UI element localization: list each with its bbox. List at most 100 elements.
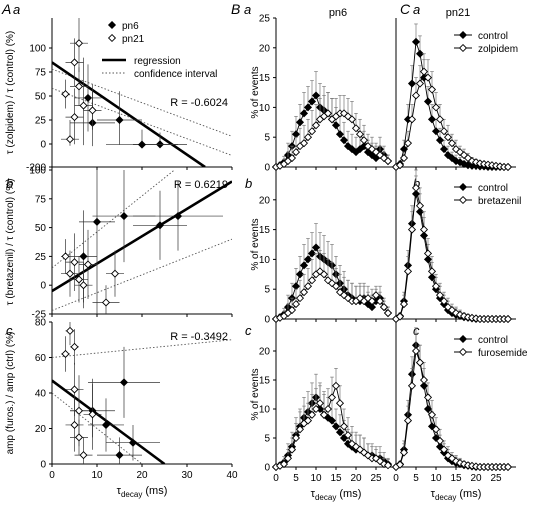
point-Ca-zolpidem-13 — [443, 133, 453, 142]
y-tick-label-Ba-5: 5 — [264, 133, 270, 144]
point-Ba-zolpidem-25 — [371, 148, 381, 157]
x-label-Cc: τdecay (ms) — [431, 488, 482, 502]
point-Cc-furosemide-8 — [423, 393, 433, 402]
point-Bb-bretazenil-7 — [299, 288, 309, 297]
y-tick-label-Aa-0: 0 — [40, 140, 46, 151]
point-Bb-bretazenil-24 — [367, 297, 377, 306]
point-Bb-control-5 — [291, 282, 301, 291]
y-tick-label-Ab-0: 0 — [40, 281, 46, 292]
y-tick-label-Aa-25: 25 — [35, 116, 47, 127]
x-tick-label-Ac-30: 30 — [181, 470, 193, 481]
point-Bc-furosemide-22 — [359, 448, 369, 457]
y-tick-label-Ab-25: 25 — [35, 252, 47, 263]
point-Bb-bretazenil-5 — [291, 300, 301, 309]
x-tick-label-Ac-10: 10 — [91, 470, 103, 481]
point-Bc-control-16 — [335, 428, 345, 437]
point-Cb-bretazenil-7 — [419, 225, 429, 234]
legend-label-Ca-0: control — [478, 31, 508, 42]
point-Aa-pn21-5 — [70, 113, 79, 122]
point-Ac-pn21-7 — [74, 433, 84, 442]
point-Ba-zolpidem-8 — [303, 133, 313, 142]
y-label-Aa: τ (zolpidem) / τ (control) (%) — [5, 31, 16, 154]
point-Ca-control-11 — [435, 136, 445, 145]
x-tick-label-Bc-5: 5 — [293, 473, 299, 484]
point-Bc-furosemide-8 — [303, 416, 313, 425]
point-Ac-pn21-3 — [70, 385, 79, 394]
y-tick-label-Ba-20: 20 — [259, 43, 271, 54]
x-tick-label-Bc-25: 25 — [370, 473, 382, 484]
point-Cb-bretazenil-28 — [503, 314, 513, 324]
point-Ca-zolpidem-16 — [455, 148, 465, 157]
point-Ca-control-13 — [443, 151, 453, 160]
x-tick-label-Bc-10: 10 — [310, 473, 322, 484]
point-Bc-furosemide-10 — [311, 404, 321, 414]
regression-line-Ac — [52, 379, 166, 464]
point-Ac-pn21-5 — [70, 420, 79, 429]
sub-label-Ab: b — [6, 176, 13, 191]
point-Bc-furosemide-12 — [319, 410, 329, 419]
point-Ab-pn21-2 — [70, 258, 79, 267]
point-Ca-zolpidem-10 — [431, 103, 441, 112]
point-Ba-zolpidem-21 — [355, 130, 365, 139]
y-tick-label-Ba-10: 10 — [259, 103, 271, 114]
y-label-Ac: amp (furos.) / amp (ctrl) (%) — [5, 332, 16, 455]
point-Ab-pn21-6 — [110, 269, 120, 278]
y-tick-label-Aa-100: 100 — [29, 44, 46, 55]
point-Cc-furosemide-2 — [399, 448, 409, 457]
point-Ba-zolpidem-28 — [383, 157, 393, 166]
point-Cc-furosemide-12 — [439, 445, 449, 454]
sub-label-Ac: c — [6, 323, 13, 338]
point-Ca-zolpidem-18 — [463, 154, 473, 163]
point-Bc-furosemide-19 — [347, 439, 357, 448]
point-Cb-bretazenil-6 — [415, 201, 425, 210]
point-Bb-bretazenil-6 — [295, 294, 305, 303]
legend-label-regression: regression — [134, 56, 181, 67]
point-Cb-bretazenil-3 — [403, 267, 413, 276]
point-Bc-furosemide-17 — [339, 422, 349, 431]
point-Ba-zolpidem-10 — [311, 121, 321, 130]
sub-label-Bb: b — [245, 176, 252, 191]
point-Ca-zolpidem-1 — [395, 161, 405, 170]
point-Ab-pn6-0 — [92, 217, 102, 226]
point-Ca-control-4 — [407, 79, 417, 88]
point-Ca-zolpidem-19 — [467, 157, 477, 166]
point-Cc-furosemide-6 — [415, 358, 425, 367]
y-tick-label-Ac-40: 40 — [35, 389, 47, 400]
point-Ca-control-16 — [455, 158, 465, 167]
point-Bb-control-6 — [295, 270, 305, 279]
point-Cc-control-7 — [419, 381, 429, 390]
x-tick-label-Ac-0: 0 — [49, 470, 55, 481]
y-tick-label-Bb-15: 15 — [259, 225, 271, 236]
point-Aa-pn6-1 — [115, 115, 124, 125]
point-Ba-zolpidem-9 — [307, 127, 317, 136]
point-Ca-control-10 — [431, 127, 441, 136]
point-Bc-furosemide-11 — [315, 399, 325, 408]
r-value-Aa: R = -0.6024 — [170, 97, 228, 109]
point-Bb-bretazenil-16 — [335, 288, 345, 297]
point-Ca-zolpidem-20 — [471, 158, 481, 167]
point-Bc-furosemide-18 — [343, 431, 353, 440]
point-Bc-control-14 — [327, 416, 337, 425]
point-Bb-bretazenil-28 — [383, 309, 393, 318]
point-Ba-control-19 — [347, 145, 357, 154]
sub-label-Cb: b — [413, 176, 420, 191]
point-Ac-pn21-1 — [65, 326, 75, 335]
legend-label-pn21: pn21 — [122, 34, 145, 45]
y-tick-label-Ba-15: 15 — [259, 73, 271, 84]
point-Cb-bretazenil-17 — [459, 311, 469, 321]
regression-line-Ab — [52, 180, 232, 293]
point-Aa-pn21-6 — [65, 135, 75, 144]
point-Ca-control-6 — [415, 49, 425, 58]
legend-marker-Ca-0 — [458, 30, 468, 40]
point-Ca-zolpidem-2 — [399, 154, 409, 163]
point-Aa-pn21-0 — [61, 90, 70, 99]
point-Bb-bretazenil-8 — [303, 282, 313, 291]
point-Bc-furosemide-6 — [295, 425, 305, 434]
point-Ab-pn21-0 — [61, 252, 70, 261]
point-Ba-control-8 — [303, 103, 313, 112]
point-Ca-zolpidem-9 — [427, 85, 437, 94]
point-Aa-pn21-2 — [70, 58, 79, 67]
point-Ca-zolpidem-15 — [451, 145, 461, 154]
point-Bb-bretazenil-27 — [379, 303, 389, 312]
point-Cc-furosemide-5 — [411, 346, 421, 356]
